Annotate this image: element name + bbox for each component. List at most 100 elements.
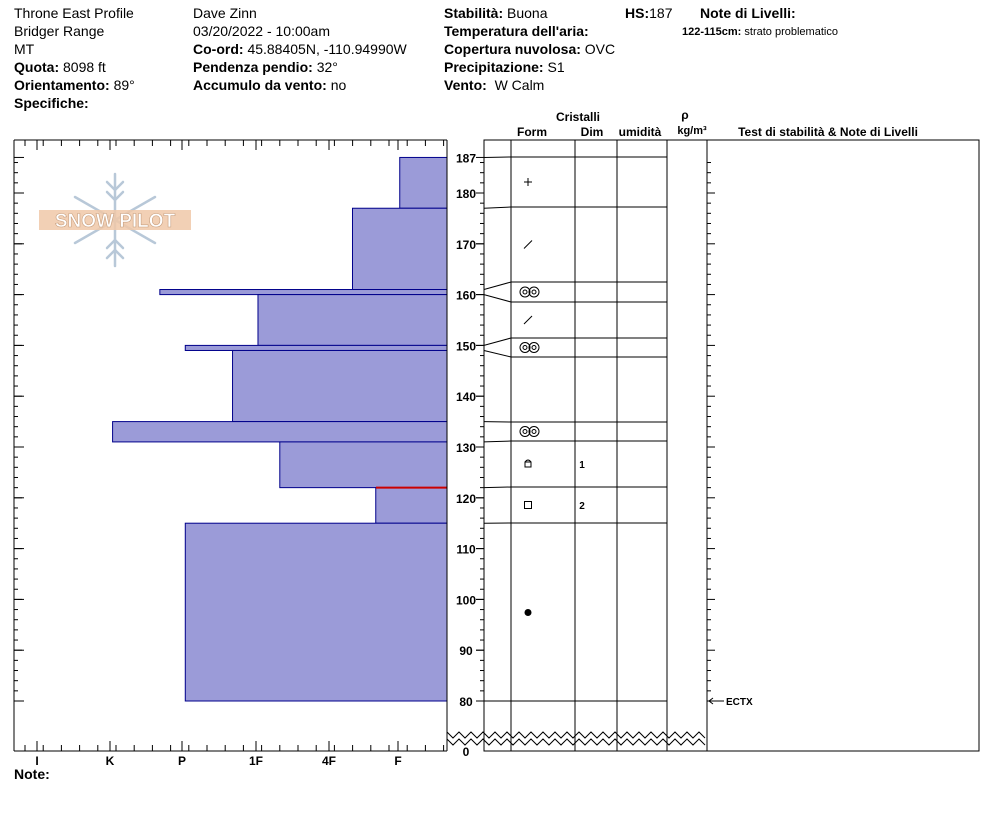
square-icon [524, 501, 532, 509]
layer-notes-title: Note di Livelli: [700, 4, 796, 22]
stability-value: Buona [507, 5, 548, 21]
stability-notes-header: Test di stabilità & Note di Livelli [738, 125, 918, 139]
mixed-facet-icon [524, 461, 532, 468]
height-tick-label: 170 [456, 238, 476, 252]
double-ring-inner-icon [522, 345, 528, 350]
double-ring-icon [528, 426, 540, 437]
grain-size-label: 2 [579, 501, 585, 512]
hardness-tick-label: K [106, 754, 115, 768]
height-connector-line [483, 337, 512, 346]
grain-size-label: 1 [579, 460, 585, 471]
cloud-value: OVC [584, 41, 616, 57]
coord-label: Co-ord: [193, 41, 244, 57]
hardness-tick-label: 4F [322, 754, 336, 768]
hardness-layer-bar [159, 289, 448, 296]
height-tick-label: 110 [456, 543, 476, 557]
hardness-tick-label: F [394, 754, 401, 768]
height-tick-label: 130 [456, 441, 476, 455]
slash-icon [523, 315, 533, 325]
hardness-layer-bar [257, 294, 448, 346]
height-tick-label: 120 [456, 492, 476, 506]
layer-table-frame [483, 139, 980, 752]
hardness-layer-bar [112, 421, 448, 443]
coord-value: 45.88405N, -110.94990W [247, 41, 407, 57]
hardness-axis: I K P 1F 4F F [24, 140, 445, 768]
height-tick-label: 80 [459, 695, 473, 709]
double-ring-inner-icon [522, 429, 528, 434]
layer-note-range: 122-115cm: [682, 26, 742, 38]
orient-label: Orientamento: [14, 77, 110, 93]
rho-header: ρ [681, 108, 688, 122]
double-ring-icon [528, 286, 540, 298]
moisture-header: umidità [619, 125, 662, 139]
stability-label: Stabilità: [444, 5, 504, 21]
observation-info: Dave Zinn 03/20/2022 - 10:00am Co-ord: 4… [193, 4, 407, 94]
hs-value: 187 [649, 5, 673, 21]
double-ring-inner-icon [531, 289, 537, 295]
height-tick-label: 90 [459, 644, 473, 658]
layer-note: 122-115cm: strato problematico [682, 23, 838, 41]
slope-value: 32° [316, 59, 338, 75]
height-tick-label: 180 [456, 187, 476, 201]
profile-title: Throne East Profile [14, 5, 134, 21]
height-tick-label: 100 [456, 593, 476, 607]
precip-value: S1 [547, 59, 565, 75]
double-ring-icon [519, 426, 531, 437]
height-connector-line [483, 294, 512, 303]
profile-info: Throne East Profile Bridger Range MT Quo… [14, 4, 135, 112]
hardness-layer-bar [184, 344, 448, 351]
observer-name: Dave Zinn [193, 5, 257, 21]
wind-load-value: no [330, 77, 347, 93]
hardness-layers [112, 156, 448, 702]
hardness-layer-bar [279, 441, 448, 489]
hardness-layer-bar [399, 156, 448, 209]
hardness-layer-bar [184, 522, 448, 702]
double-ring-inner-icon [522, 289, 528, 295]
height-connector-line [483, 486, 512, 489]
hardness-layer-bar [351, 207, 448, 291]
hs-label: HS: [625, 5, 650, 21]
double-ring-icon [528, 342, 540, 353]
height-axis: 0 80 90 100 110 120 130 140 150 160 170 180 187 [14, 151, 715, 759]
height-tick-label: 160 [456, 289, 476, 303]
hs-info: HS:187 [625, 4, 672, 22]
double-ring-inner-icon [531, 429, 537, 434]
specifiche-label: Specifiche: [14, 95, 89, 111]
wind-load-label: Accumulo da vento: [193, 77, 327, 93]
footer-note-label: Note: [14, 766, 50, 782]
observation-datetime: 03/20/2022 - 10:00am [193, 23, 330, 39]
height-tick-label: 140 [456, 390, 476, 404]
airtemp-label: Temperatura dell'aria: [444, 23, 589, 39]
state-name: MT [14, 41, 35, 57]
hardness-layer-bar [375, 487, 448, 524]
snowpilot-logo: SNOW PILOT [39, 172, 191, 268]
axis-break-mark [446, 731, 706, 746]
dot-icon [524, 609, 532, 616]
height-connector-line [483, 206, 512, 209]
wind-value: W Calm [494, 77, 545, 93]
layer-note-text: strato problematico [744, 26, 838, 38]
height-connector-line [483, 281, 512, 291]
hardness-tick-label: I [35, 754, 38, 768]
double-ring-inner-icon [531, 345, 537, 350]
conditions-info: Stabilità: Buona Temperatura dell'aria: … [444, 4, 615, 94]
quota-label: Quota: [14, 59, 60, 75]
mixed-facet-arc-icon [524, 459, 532, 463]
quota-value: 8098 ft [63, 59, 106, 75]
height-connector-line [483, 349, 512, 358]
height-tick-label: 0 [463, 745, 470, 759]
logo-text: SNOW PILOT [55, 211, 176, 232]
layer-table-rows: 12 [483, 156, 667, 702]
height-connector-line [483, 440, 512, 443]
height-tick-label: 150 [456, 339, 476, 353]
density-unit-header: kg/m³ [677, 125, 707, 137]
cristalli-header: Cristalli [556, 110, 600, 124]
slash-icon [523, 240, 533, 249]
orient-value: 89° [113, 77, 135, 93]
form-header: Form [517, 125, 547, 139]
cloud-label: Copertura nuvolosa: [444, 41, 581, 57]
dim-header: Dim [581, 125, 604, 139]
range-name: Bridger Range [14, 23, 105, 39]
stability-test-marker: ECTX [708, 697, 753, 708]
